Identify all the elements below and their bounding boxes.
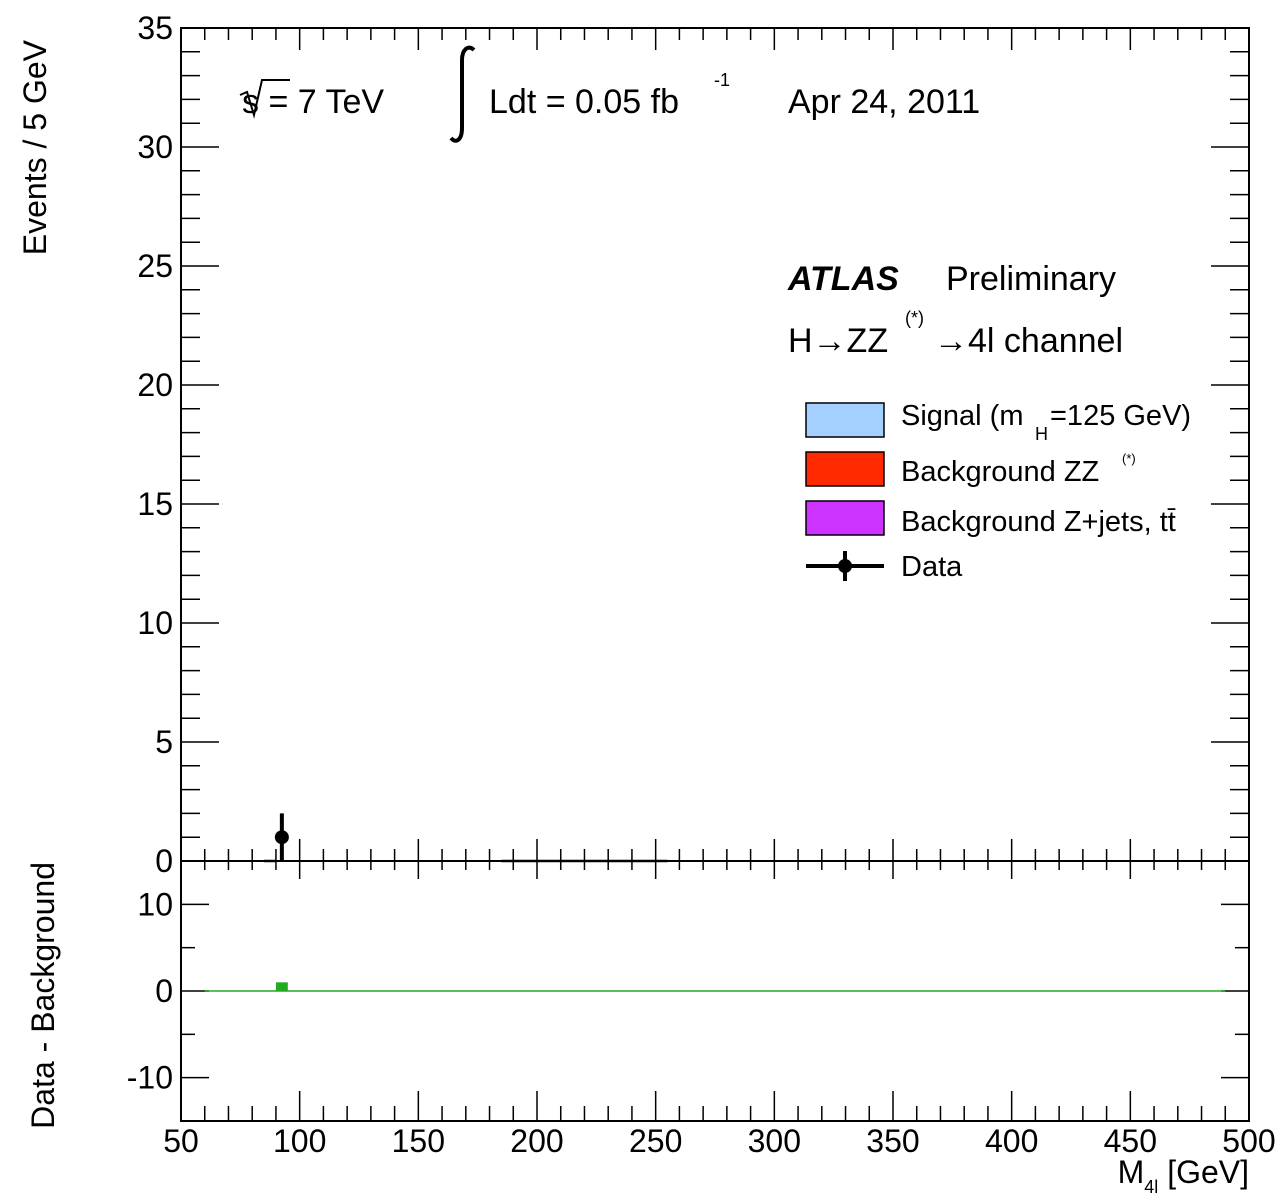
main-y-tick-labels: 0 5 10 15 20 25 30 35 [137, 10, 173, 879]
channel-superscript: (*) [905, 308, 924, 328]
x-tick-label: 350 [866, 1123, 919, 1159]
main-plot-frame [180, 27, 1250, 862]
x-tick-label: 50 [163, 1123, 199, 1159]
main-y-tick-label: 5 [155, 724, 173, 760]
ratio-y-tick-label: 10 [137, 886, 173, 922]
x-tick-label: 200 [510, 1123, 563, 1159]
sqrt-icon [239, 79, 290, 119]
x-axis-title: M4l [GeV] [1118, 1154, 1249, 1197]
x-tick-label: 450 [1104, 1123, 1157, 1159]
legend-data-marker-dot [838, 559, 852, 573]
channel-post: →4l channel [934, 322, 1123, 360]
legend-label-zz: Background ZZ [901, 456, 1099, 488]
integral-icon [449, 45, 476, 143]
legend: Signal (m H =125 GeV) Background ZZ (*) … [805, 400, 1191, 583]
x-tick-label: 250 [629, 1123, 682, 1159]
luminosity-annotation: Ldt = 0.05 fb -1 [449, 45, 730, 143]
x-tick-label: 100 [273, 1123, 326, 1159]
channel-pre: H→ZZ [788, 322, 888, 360]
ratio-y-tick-label: 0 [155, 973, 173, 1009]
luminosity-exponent: -1 [714, 70, 730, 90]
ratio-bar [275, 982, 288, 991]
sqrt-s-label: s = 7 TeV [242, 83, 384, 121]
ratio-y-tick-label: -10 [127, 1060, 173, 1096]
preliminary-label: Preliminary [946, 260, 1116, 298]
legend-label-signal-sub: H [1035, 424, 1048, 444]
x-tick-label: 150 [392, 1123, 445, 1159]
data-point-marker [274, 830, 289, 845]
main-y-tick-label: 20 [137, 367, 173, 403]
legend-entry-zjets: Background Z+jets, tt̄ [805, 500, 1176, 538]
x-tick-label: 500 [1222, 1123, 1275, 1159]
energy-annotation: s = 7 TeV [239, 79, 384, 121]
channel-label: H→ZZ [788, 322, 888, 360]
main-y-tick-label: 10 [137, 605, 173, 641]
main-y-tick-label: 15 [137, 486, 173, 522]
luminosity-label: Ldt = 0.05 fb [489, 83, 679, 121]
legend-entry-zz: Background ZZ (*) [805, 451, 1136, 488]
ratio-data [204, 982, 1226, 992]
date-label: Apr 24, 2011 [788, 83, 980, 121]
ratio-y-axis-title: Data - Background [25, 862, 61, 1129]
x-tick-labels: 50 100 150 200 250 300 350 400 450 500 [163, 1123, 1275, 1159]
main-tick-marks [180, 27, 1250, 862]
legend-label-signal-post: =125 GeV) [1050, 400, 1191, 432]
ratio-plot-panel: -10 0 10 50 100 150 200 250 300 350 400 450 500 Dat… [25, 860, 1276, 1197]
x-tick-label: 300 [748, 1123, 801, 1159]
ratio-y-tick-labels: -10 0 10 [127, 886, 173, 1095]
legend-swatch-signal [805, 402, 885, 438]
legend-swatch-zjets [805, 500, 885, 536]
legend-label-zz-sup: (*) [1122, 451, 1136, 466]
main-y-axis-title: Events / 5 GeV [17, 39, 53, 255]
legend-label-zjets: Background Z+jets, tt̄ [901, 506, 1176, 538]
main-y-tick-label: 25 [137, 248, 173, 284]
legend-entry-data: Data [806, 551, 963, 583]
legend-swatch-zz [805, 451, 885, 487]
main-y-tick-label: 35 [137, 10, 173, 46]
atlas-label: ATLAS [787, 260, 899, 298]
main-y-tick-label: 30 [137, 129, 173, 165]
legend-entry-signal: Signal (m H =125 GeV) [805, 400, 1191, 444]
x-tick-label: 400 [985, 1123, 1038, 1159]
ratio-tick-marks [180, 860, 1250, 1122]
main-y-tick-label: 0 [155, 843, 173, 879]
legend-label-data: Data [901, 551, 963, 583]
legend-label-signal: Signal (m [901, 400, 1024, 432]
